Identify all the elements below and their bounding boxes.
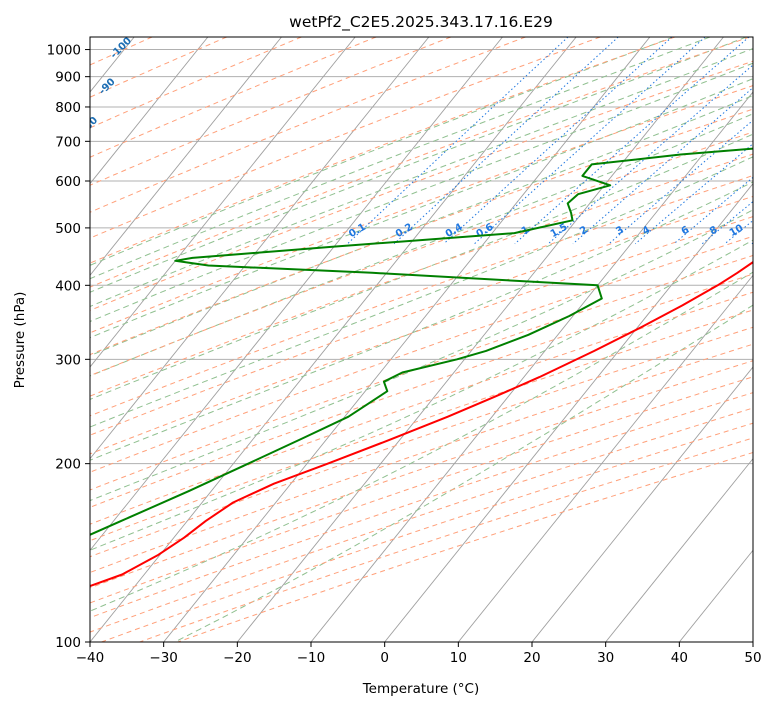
x-axis-label: Temperature (°C): [362, 681, 480, 697]
moist-adiabat-line: [90, 37, 674, 266]
dry-adiabat-line: [90, 235, 753, 473]
dry-adiabat-line: [90, 254, 753, 491]
x-tick-label: 50: [744, 650, 761, 666]
axis-ticks: −40 −30 −20 −10 0 10 20 30 40 50 100 200 300 400 500 60…: [47, 43, 762, 666]
y-tick-label: 300: [55, 352, 81, 368]
y-tick-label: 1000: [47, 43, 81, 59]
mixing-ratio-label: 3: [614, 224, 626, 237]
moist-adiabat-line: [90, 78, 753, 339]
isotherm-line: [90, 37, 209, 185]
isotherm-line: [605, 457, 753, 642]
dry-adiabat-line: [90, 131, 753, 377]
moist-adiabat-line: [90, 113, 753, 377]
dry-adiabat-line: [90, 37, 302, 129]
dry-adiabat-line: [90, 153, 753, 397]
dry-adiabat-label: -80: [80, 115, 101, 136]
moist-adiabat-line: [90, 37, 711, 280]
dry-adiabat-line: [90, 174, 753, 417]
plot-frame: [89, 36, 754, 643]
y-tick-label: 200: [55, 457, 81, 473]
y-tick-label: 400: [55, 278, 81, 294]
dry-adiabat-line: [90, 343, 753, 574]
dry-adiabats: [90, 37, 753, 642]
x-tick-label: −30: [149, 650, 178, 666]
y-tick-label: 600: [55, 174, 81, 190]
mixing-ratio-line: [443, 37, 673, 245]
mixing-ratio-line: [347, 37, 569, 245]
isotherm-line: [163, 37, 651, 642]
dry-adiabat-line: [90, 195, 753, 436]
moist-adiabat-line: [90, 156, 753, 428]
dewpoint-profile-line: [90, 147, 753, 536]
moist-adiabat-line: [90, 209, 753, 502]
isotherm-line: [90, 37, 577, 642]
moist-adiabat-line: [90, 94, 753, 357]
y-axis-label: Pressure (hPa): [12, 292, 28, 389]
mixing-ratio-line: [608, 119, 753, 245]
mixing-ratio-label: 2: [578, 224, 590, 237]
x-tick-label: 20: [523, 650, 540, 666]
dry-adiabat-line: [90, 60, 753, 311]
mixing-ratio-line: [393, 37, 619, 245]
moist-adiabat-line: [90, 271, 753, 612]
mixing-ratio-line: [514, 37, 750, 245]
isotherm-line: [531, 366, 753, 642]
moist-adiabat-line: [90, 181, 753, 461]
mixing-ratio-line: [673, 176, 753, 245]
dry-adiabat-line: [90, 291, 753, 525]
x-tick-label: 10: [450, 650, 467, 666]
y-tick-label: 800: [55, 100, 81, 116]
isotherm-line: [90, 37, 282, 277]
mixing-ratio-line: [474, 37, 706, 245]
mixing-ratio-label: 8: [708, 224, 720, 237]
isotherm-line: [384, 182, 753, 642]
mixing-ratio-lines: [347, 37, 753, 245]
x-tick-label: 30: [597, 650, 614, 666]
moist-adiabat-line: [90, 47, 753, 308]
x-tick-label: −10: [297, 650, 326, 666]
moist-adiabat-line: [90, 62, 753, 323]
y-tick-label: 700: [55, 134, 81, 150]
isotherm-line: [90, 37, 430, 460]
x-tick-label: 40: [671, 650, 688, 666]
chart-title: wetPf2_C2E5.2025.343.17.16.E29: [289, 13, 553, 32]
x-tick-label: −40: [76, 650, 105, 666]
isotherm-line: [90, 37, 356, 368]
isotherm-line: [457, 274, 753, 642]
y-tick-label: 900: [55, 70, 81, 86]
dry-adiabat-line: [90, 37, 750, 288]
isotherm-line: [236, 37, 724, 642]
moist-adiabats: [90, 37, 753, 642]
dry-adiabat-line: [90, 376, 753, 604]
dry-adiabat-line: [90, 392, 753, 619]
mixing-ratio-label: 4: [641, 224, 653, 237]
skewed-isotherms: [90, 37, 753, 642]
isotherm-line: [90, 37, 503, 552]
x-tick-label: 0: [380, 650, 389, 666]
y-tick-label: 100: [55, 635, 81, 651]
dry-adiabat-line: [90, 37, 601, 239]
isotherm-line: [310, 91, 753, 642]
x-tick-label: −20: [223, 650, 252, 666]
temperature-profile-line: [90, 260, 753, 588]
moist-adiabat-line: [174, 304, 753, 642]
mixing-ratio-label: 6: [680, 224, 692, 237]
plot-area: 0.10.20.40.611.52346810131620253036-100-…: [80, 37, 753, 642]
pressure-gridlines: [90, 49, 753, 642]
sounding-profiles: [90, 147, 753, 588]
y-tick-label: 500: [55, 221, 81, 237]
dry-adiabat-line: [90, 37, 526, 213]
dry-adiabat-line: [90, 37, 377, 158]
